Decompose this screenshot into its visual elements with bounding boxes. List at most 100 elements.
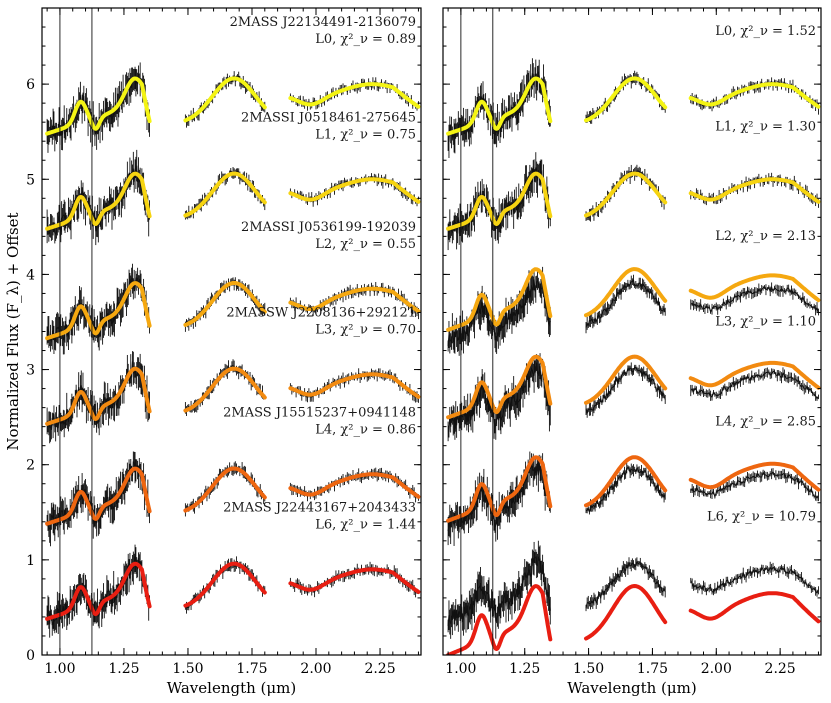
x-tick-label: 2.25 xyxy=(765,661,796,677)
fit-label: L3, χ²_ν = 0.70 xyxy=(315,322,416,337)
spectrum-l3 xyxy=(45,351,421,444)
plot-area xyxy=(446,8,821,655)
fit-label: L4, χ²_ν = 0.86 xyxy=(315,422,416,437)
fit-label: L2, χ²_ν = 2.13 xyxy=(715,229,816,244)
object-name: 2MASS J22443167+2043433 xyxy=(223,500,416,515)
model-spectrum xyxy=(288,82,421,109)
model-spectrum xyxy=(584,584,668,641)
observed-spectrum xyxy=(690,566,819,595)
model-spectrum xyxy=(446,171,553,231)
y-tick-label: 3 xyxy=(26,363,35,379)
x-tick-label: 1.75 xyxy=(236,661,267,677)
y-tick-label: 4 xyxy=(26,267,35,283)
observed-spectrum xyxy=(690,285,819,314)
object-name: 2MASSI J0518461-275645 xyxy=(241,110,416,125)
model-spectrum xyxy=(45,561,152,621)
model-spectrum xyxy=(183,561,267,608)
fit-label: L1, χ²_ν = 1.30 xyxy=(715,119,816,134)
observed-spectrum xyxy=(448,362,551,433)
x-tick-label: 1.00 xyxy=(44,661,75,677)
model-spectrum xyxy=(688,591,821,624)
y-tick-label: 1 xyxy=(26,553,35,569)
x-tick-label: 2.00 xyxy=(701,661,732,677)
x-tick-label: 1.50 xyxy=(172,661,203,677)
fit-label: L0, χ²_ν = 0.89 xyxy=(315,32,416,47)
fit-label: L3, χ²_ν = 1.10 xyxy=(715,314,816,329)
model-spectrum xyxy=(446,455,553,523)
x-tick-label: 1.00 xyxy=(445,661,476,677)
fit-label: L2, χ²_ν = 0.55 xyxy=(315,237,416,252)
spectrum-l2 xyxy=(446,266,821,356)
observed-spectrum xyxy=(585,279,666,328)
fit-label: L6, χ²_ν = 10.79 xyxy=(707,509,816,524)
observed-spectrum xyxy=(46,165,151,236)
observed-spectrum xyxy=(447,71,551,143)
y-tick-label: 2 xyxy=(26,458,35,474)
spectrum-l0 xyxy=(45,62,421,153)
model-spectrum xyxy=(288,567,421,594)
fit-label: L4, χ²_ν = 2.85 xyxy=(715,414,816,429)
spectrum-l2 xyxy=(45,263,421,355)
model-spectrum xyxy=(288,177,421,204)
spectrum-l1 xyxy=(45,149,421,246)
observed-spectrum xyxy=(46,361,150,431)
model-spectrum xyxy=(584,76,668,123)
y-tick-label: 5 xyxy=(26,172,35,188)
model-spectrum xyxy=(288,286,421,314)
model-spectrum xyxy=(688,273,821,303)
observed-spectrum xyxy=(585,466,666,513)
model-spectrum xyxy=(446,354,553,420)
fit-label: L1, χ²_ν = 0.75 xyxy=(315,127,416,142)
object-name: 2MASSI J0536199-192039 xyxy=(241,220,416,235)
right-panel: 1.00 1.25 1.50 1.75 2.00 2.25 Wavelength (μm) L… xyxy=(442,7,822,697)
x-tick-label: 2.25 xyxy=(364,661,395,677)
model-spectrum xyxy=(446,267,553,332)
observed-spectrum xyxy=(585,366,666,415)
model-spectrum xyxy=(584,455,668,508)
observed-spectrum xyxy=(46,277,151,344)
spectrum-l4 xyxy=(446,451,821,546)
model-spectrum xyxy=(288,472,421,499)
model-spectrum xyxy=(45,281,152,341)
fit-label: L0, χ²_ν = 1.52 xyxy=(715,24,816,39)
model-spectrum xyxy=(688,177,821,204)
left-panel: 1.00 1.25 1.50 1.75 2.00 2.25 0 1 2 3 4 5 6 Wavelengt… xyxy=(4,7,422,697)
spectrum-l0 xyxy=(446,58,821,159)
object-name: 2MASSW J2208136+292121 xyxy=(226,305,416,320)
model-spectrum xyxy=(183,281,267,327)
model-spectrum xyxy=(183,76,267,123)
model-spectrum xyxy=(584,267,668,318)
fit-label: L6, χ²_ν = 1.44 xyxy=(315,517,416,532)
model-spectrum xyxy=(183,366,267,413)
y-tick-label: 0 xyxy=(26,648,35,664)
object-name: 2MASS J15515237+0941148 xyxy=(223,405,416,420)
x-axis-label: Wavelength (μm) xyxy=(167,679,296,697)
x-tick-label: 1.25 xyxy=(108,661,139,677)
object-name: 2MASS J22134491-2136079 xyxy=(230,15,416,30)
model-spectrum xyxy=(446,76,553,136)
observed-spectrum xyxy=(46,556,151,626)
model-spectrum xyxy=(688,461,821,492)
spectrum-l1 xyxy=(446,152,821,251)
y-tick-label: 6 xyxy=(26,77,35,93)
model-spectrum xyxy=(688,82,821,109)
model-spectrum xyxy=(446,584,553,655)
x-axis-label: Wavelength (μm) xyxy=(567,679,696,697)
model-spectrum xyxy=(688,360,821,390)
x-tick-label: 2.00 xyxy=(300,661,331,677)
model-spectrum xyxy=(288,372,421,399)
x-tick-label: 1.50 xyxy=(573,661,604,677)
x-tick-label: 1.25 xyxy=(509,661,540,677)
spectrum-l4 xyxy=(45,451,421,547)
model-spectrum xyxy=(45,466,152,526)
observed-spectrum xyxy=(690,370,819,400)
observed-spectrum xyxy=(47,461,151,531)
plot-area xyxy=(45,8,421,655)
model-spectrum xyxy=(584,354,668,405)
model-spectrum xyxy=(183,466,267,513)
x-tick-label: 1.75 xyxy=(637,661,668,677)
model-spectrum xyxy=(45,171,152,231)
model-spectrum xyxy=(45,76,152,136)
observed-spectrum xyxy=(447,556,551,626)
